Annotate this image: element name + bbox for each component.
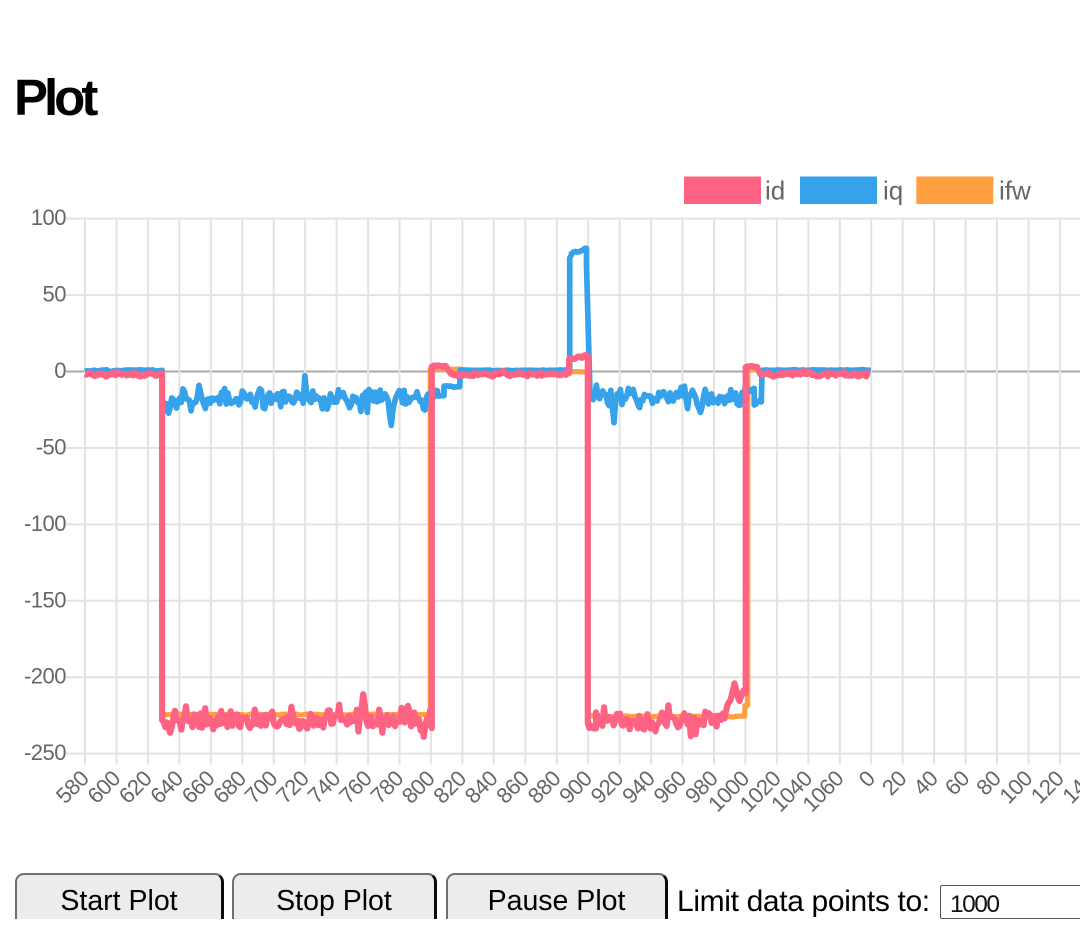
svg-text:40: 40 — [908, 766, 942, 800]
svg-text:50: 50 — [43, 282, 67, 307]
svg-text:id: id — [765, 176, 785, 206]
svg-text:-200: -200 — [24, 664, 66, 689]
svg-text:-150: -150 — [24, 587, 66, 612]
svg-text:140: 140 — [1057, 766, 1080, 809]
svg-text:20: 20 — [877, 766, 911, 800]
svg-text:-100: -100 — [24, 511, 66, 536]
svg-text:0: 0 — [854, 766, 880, 792]
svg-text:ifw: ifw — [999, 176, 1031, 206]
svg-text:-250: -250 — [24, 740, 66, 765]
svg-text:0: 0 — [54, 358, 66, 383]
svg-text:-50: -50 — [36, 434, 67, 459]
svg-text:100: 100 — [31, 205, 66, 230]
svg-text:60: 60 — [940, 766, 974, 800]
svg-text:iq: iq — [883, 176, 903, 206]
